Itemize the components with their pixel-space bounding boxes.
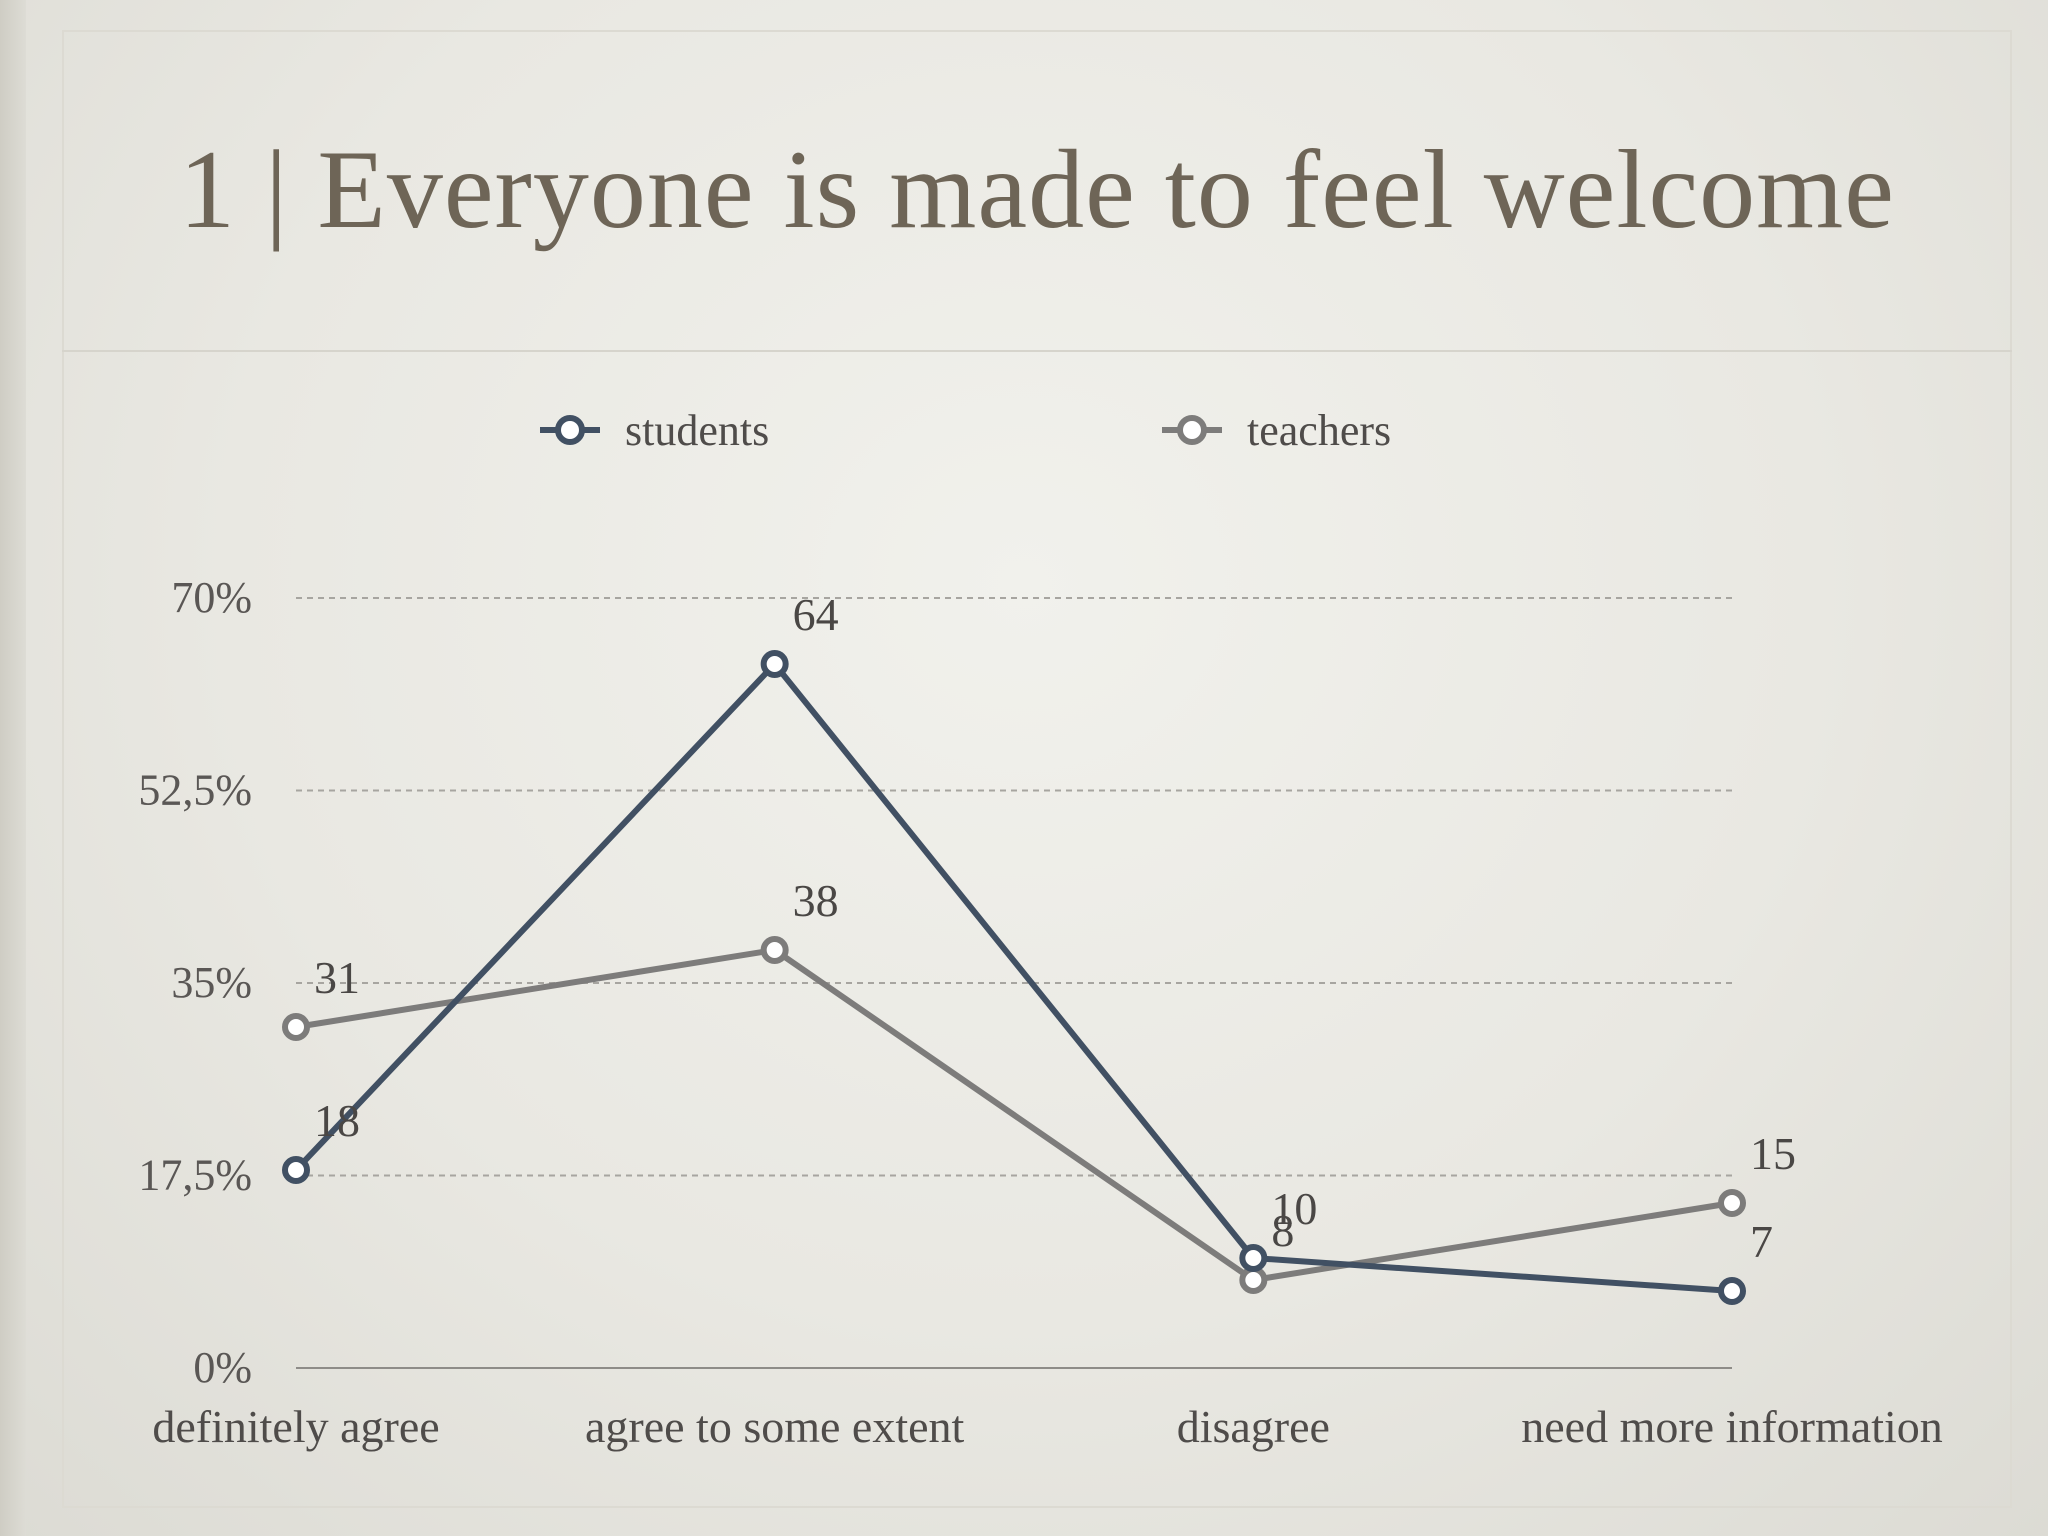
x-category-label: agree to some extent [585,1401,965,1452]
data-label: 15 [1750,1128,1796,1179]
title-divider [62,350,2012,352]
x-category-label: disagree [1177,1401,1330,1452]
data-label: 7 [1750,1216,1773,1267]
data-point [1239,1266,1268,1294]
y-tick-label: 0% [193,1343,252,1392]
data-point [1718,1277,1746,1305]
data-point [1239,1244,1268,1272]
legend-marker [1177,415,1207,445]
x-category-label: definitely agree [152,1401,439,1452]
slide-title: 1 | Everyone is made to feel welcome [179,128,1895,252]
series-line [293,661,1733,1294]
data-label: 31 [314,952,360,1003]
data-point [282,1156,310,1184]
y-tick-label: 70% [171,573,252,622]
data-label: 38 [793,875,839,926]
legend-marker [555,415,585,445]
y-tick-label: 35% [171,958,252,1007]
x-category-label: need more information [1521,1401,1943,1452]
legend-label: teachers [1247,406,1391,455]
slide-frame [62,30,2012,1508]
data-point [760,650,789,678]
series-line [295,947,1733,1283]
y-tick-label: 17,5% [138,1151,252,1200]
data-label: 64 [793,589,839,640]
data-point [1718,1189,1746,1217]
y-tick-label: 52,5% [138,766,252,815]
data-label: 8 [1271,1205,1294,1256]
data-label: 18 [314,1095,360,1146]
slide-left-edge [0,0,26,1536]
legend-label: students [625,406,769,455]
data-label: 10 [1271,1183,1317,1234]
data-point [760,936,789,964]
data-point [282,1013,310,1041]
